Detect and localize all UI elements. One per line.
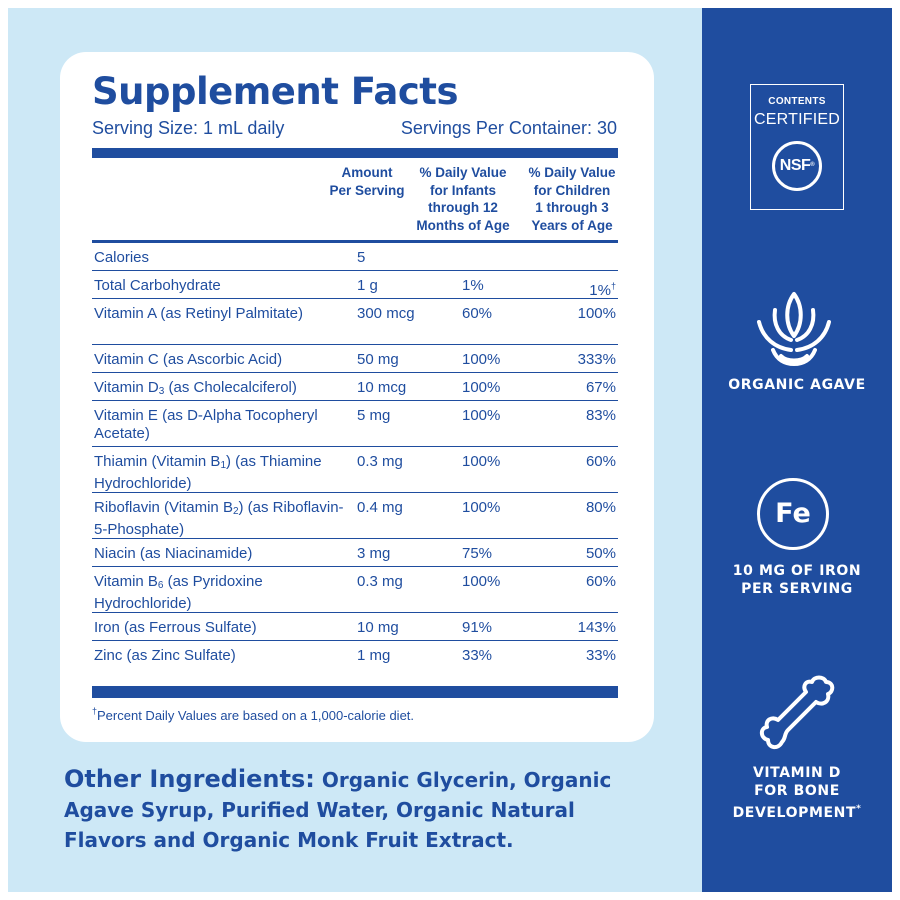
nutrient-name: Vitamin B6 (as Pyridoxine Hydrochloride): [94, 573, 263, 612]
nsf-certified-badge: CONTENTS CERTIFIED NSF®: [750, 84, 844, 210]
iron-element-icon: Fe: [757, 478, 829, 550]
vitamin-d-bone-text: VITAMIN D FOR BONE DEVELOPMENT: [732, 765, 857, 821]
table-row: Niacin (as Niacinamide) 3 mg 75% 50%: [92, 539, 618, 567]
table-row: Vitamin C (as Ascorbic Acid) 50 mg 100% …: [92, 345, 618, 373]
nutrient-name: Vitamin C (as Ascorbic Acid): [94, 351, 283, 368]
footnote-text: Percent Daily Values are based on a 1,00…: [97, 708, 415, 723]
other-ingredients-label: Other Ingredients:: [64, 765, 315, 793]
nutrient-amount: 1 g: [357, 277, 378, 294]
nutrient-name: Riboflavin (Vitamin B2) (as Riboflavin-5…: [94, 499, 344, 538]
dv-children: 333%: [577, 351, 616, 368]
nutrient-name: Iron (as Ferrous Sulfate): [94, 619, 257, 636]
nutrient-amount: 50 mg: [357, 351, 399, 368]
nutrient-amount: 300 mcg: [357, 305, 415, 322]
nutrient-table: Calories 5 Total Carbohydrate 1 g 1% 1%†…: [92, 243, 618, 669]
dagger-mark: †: [610, 281, 616, 291]
dagger-mark: †: [92, 706, 98, 716]
dv-children: 1%†: [589, 277, 616, 300]
nutrient-name: Zinc (as Zinc Sulfate): [94, 647, 236, 664]
dv-children: 67%: [585, 379, 616, 396]
supplement-facts-panel: Supplement Facts Serving Size: 1 mL dail…: [60, 52, 654, 742]
dv-children: 83%: [585, 407, 616, 424]
nutrient-name: Total Carbohydrate: [94, 277, 221, 294]
nutrient-name: Thiamin (Vitamin B1) (as Thiamine Hydroc…: [94, 453, 322, 492]
dv-children: 60%: [585, 453, 616, 470]
nutrient-amount: 0.3 mg: [357, 573, 403, 590]
table-row: Iron (as Ferrous Sulfate) 10 mg 91% 143%: [92, 613, 618, 641]
dv-infants: 100%: [462, 499, 501, 516]
table-row: Calories 5: [92, 243, 618, 271]
iron-per-serving-label: 10 MG OF IRON PER SERVING: [732, 563, 862, 597]
nutrient-name: Vitamin A (as Retinyl Palmitate): [94, 305, 303, 322]
bone-icon: [756, 672, 836, 752]
nutrient-amount: 0.4 mg: [357, 499, 403, 516]
table-row: Total Carbohydrate 1 g 1% 1%†: [92, 271, 618, 299]
dv-infants: 100%: [462, 407, 501, 424]
nutrient-name: Vitamin E (as D-Alpha Tocopheryl Acetate…: [94, 407, 318, 442]
nutrient-amount: 10 mg: [357, 619, 399, 636]
dv-infants: 1%: [462, 277, 484, 294]
dv-children: 80%: [585, 499, 616, 516]
asterisk-mark: *: [856, 804, 862, 814]
table-row: Zinc (as Zinc Sulfate) 1 mg 33% 33%: [92, 641, 618, 669]
dv-infants: 60%: [462, 305, 493, 322]
header-dv-infants: % Daily Value for Infants through 12 Mon…: [416, 165, 510, 233]
table-row: Thiamin (Vitamin B1) (as Thiamine Hydroc…: [92, 447, 618, 493]
dv-children-value: 1%: [589, 282, 611, 299]
table-row: Vitamin A (as Retinyl Palmitate) 300 mcg…: [92, 299, 618, 345]
nsf-registered-mark: ®: [810, 162, 815, 168]
facts-title: Supplement Facts: [92, 70, 459, 113]
dv-children: 100%: [577, 305, 616, 322]
serving-info: Serving Size: 1 mL daily Servings Per Co…: [92, 118, 617, 142]
table-row: Vitamin B6 (as Pyridoxine Hydrochloride)…: [92, 567, 618, 613]
nutrient-name: Niacin (as Niacinamide): [94, 545, 253, 562]
agave-leaf-icon: [751, 290, 837, 370]
organic-agave-label: ORGANIC AGAVE: [728, 377, 866, 393]
servings-per-container: Servings Per Container: 30: [400, 118, 617, 138]
other-ingredients: Other Ingredients: Organic Glycerin, Org…: [64, 764, 664, 855]
nutrient-amount: 5: [357, 249, 366, 266]
dv-infants: 100%: [462, 573, 501, 590]
nsf-logo-icon: NSF®: [772, 141, 822, 191]
header-divider: [92, 240, 618, 243]
nutrient-name: Calories: [94, 249, 150, 266]
nutrient-amount: 0.3 mg: [357, 453, 403, 470]
dv-children: 143%: [577, 619, 616, 636]
bottom-divider-bar: [92, 686, 618, 698]
top-divider-bar: [92, 148, 618, 158]
badge-contents-text: CONTENTS: [768, 96, 826, 107]
dv-infants: 100%: [462, 379, 501, 396]
table-row: Vitamin E (as D-Alpha Tocopheryl Acetate…: [92, 401, 618, 447]
header-dv-children: % Daily Value for Children 1 through 3 Y…: [528, 165, 616, 233]
nutrient-amount: 5 mg: [357, 407, 391, 424]
nutrient-amount: 1 mg: [357, 647, 391, 664]
nsf-logo-text: NSF: [779, 157, 811, 174]
dv-infants: 33%: [462, 647, 493, 664]
other-ingredients-text: Organic Glycerin, Organic Agave Syrup, P…: [64, 768, 612, 852]
vitamin-d-bone-label: VITAMIN D FOR BONE DEVELOPMENT*: [702, 764, 892, 822]
daily-value-footnote: †Percent Daily Values are based on a 1,0…: [92, 706, 414, 723]
header-amount-per-serving: Amount Per Serving: [329, 165, 405, 198]
nutrient-amount: 10 mcg: [357, 379, 407, 396]
serving-size: Serving Size: 1 mL daily: [92, 118, 285, 138]
dv-children: 33%: [585, 647, 616, 664]
dv-infants: 75%: [462, 545, 493, 562]
dv-infants: 100%: [462, 351, 501, 368]
dv-infants: 100%: [462, 453, 501, 470]
dv-children: 60%: [585, 573, 616, 590]
iron-symbol: Fe: [775, 498, 811, 529]
dv-infants: 91%: [462, 619, 493, 636]
nutrient-amount: 3 mg: [357, 545, 391, 562]
dv-children: 50%: [585, 545, 616, 562]
table-row: Vitamin D3 (as Cholecalciferol) 10 mcg 1…: [92, 373, 618, 401]
badge-certified-text: CERTIFIED: [754, 111, 840, 128]
nutrient-name: Vitamin D3 (as Cholecalciferol): [94, 379, 297, 397]
table-row: Riboflavin (Vitamin B2) (as Riboflavin-5…: [92, 493, 618, 539]
